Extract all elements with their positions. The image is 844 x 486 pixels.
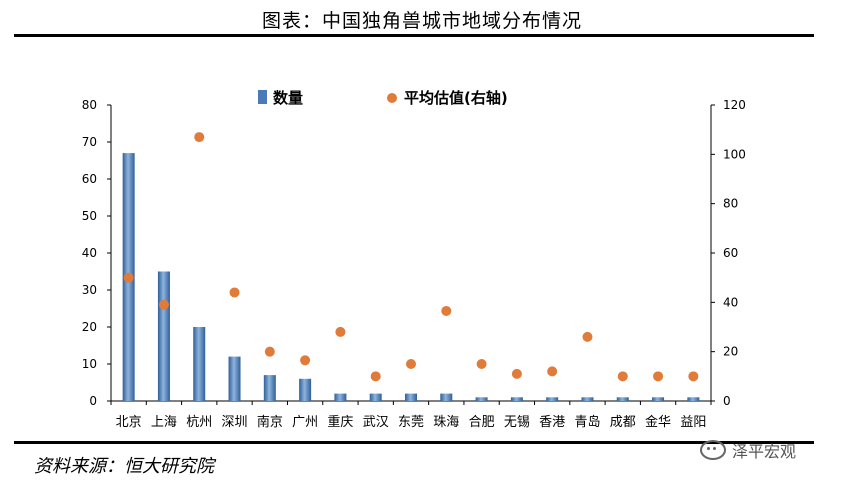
- bar: [157, 271, 170, 401]
- category-label: 广州: [292, 415, 318, 430]
- left-tick-label: 30: [82, 283, 97, 297]
- chart: 0 10 20 30 40 50 60 70 80 0 20 40 60 80 100 120 北京 上海 杭州 深圳…: [82, 89, 746, 430]
- valuation-point: [264, 346, 275, 357]
- left-tick-label: 20: [82, 320, 97, 334]
- left-tick-label: 40: [82, 246, 97, 260]
- valuation-point: [229, 287, 240, 298]
- right-tick-label: 120: [723, 98, 746, 112]
- category-label: 成都: [610, 415, 636, 430]
- bar: [334, 393, 347, 401]
- source-note: 资料来源：恒大研究院: [34, 456, 214, 477]
- category-label: 无锡: [504, 415, 530, 430]
- legend-dot-swatch: [387, 93, 397, 103]
- category-label: 金华: [645, 414, 671, 430]
- bar: [299, 378, 312, 401]
- bar: [193, 327, 206, 401]
- category-label: 合肥: [469, 415, 495, 430]
- watermark-text: 泽平宏观: [732, 442, 797, 461]
- valuation-point: [370, 371, 381, 382]
- valuation-point: [441, 305, 452, 316]
- category-label: 北京: [116, 415, 142, 430]
- valuation-point: [582, 331, 593, 342]
- watermark: 泽平宏观: [700, 438, 796, 462]
- bar: [263, 375, 276, 401]
- left-tick-label: 50: [82, 209, 97, 223]
- category-label: 上海: [151, 415, 177, 430]
- legend-dot-label: 平均估值(右轴): [404, 89, 508, 107]
- left-tick-label: 60: [82, 172, 97, 186]
- left-tick-label: 70: [82, 135, 97, 149]
- bar: [405, 393, 417, 401]
- bar: [652, 397, 665, 401]
- category-label: 重庆: [327, 414, 353, 430]
- wechat-icon: [700, 440, 726, 460]
- bar: [228, 356, 241, 401]
- valuation-point: [476, 359, 487, 369]
- category-label: 杭州: [186, 415, 212, 430]
- right-tick-label: 0: [723, 394, 731, 408]
- left-tick-label: 10: [82, 357, 97, 371]
- valuation-point: [300, 355, 311, 366]
- valuation-point: [617, 371, 628, 382]
- bar: [546, 397, 559, 401]
- right-tick-label: 80: [723, 197, 738, 211]
- chart-title: 图表：中国独角兽城市地域分布情况: [261, 10, 582, 32]
- bar: [616, 397, 629, 401]
- valuation-point: [335, 326, 346, 337]
- legend-bar-label: 数量: [273, 89, 303, 107]
- right-tick-label: 40: [723, 295, 738, 309]
- category-label: 青岛: [574, 414, 600, 430]
- valuation-point: [688, 371, 699, 382]
- category-label: 南京: [257, 414, 283, 430]
- valuation-point: [547, 366, 558, 377]
- bar: [687, 397, 700, 401]
- category-label: 香港: [539, 415, 565, 430]
- category-label: 深圳: [222, 415, 248, 430]
- bar: [581, 397, 594, 401]
- bar: [475, 397, 488, 401]
- right-tick-label: 100: [723, 147, 746, 161]
- valuation-point: [406, 359, 416, 369]
- bar: [510, 397, 523, 401]
- category-label: 东莞: [398, 415, 424, 430]
- category-label: 珠海: [433, 415, 459, 430]
- category-label: 武汉: [363, 415, 389, 430]
- title-rule: [14, 34, 814, 37]
- right-tick-label: 60: [723, 246, 738, 260]
- valuation-point: [653, 371, 664, 382]
- valuation-point: [194, 132, 205, 143]
- left-tick-label: 80: [82, 98, 97, 112]
- right-tick-label: 20: [723, 345, 738, 359]
- valuation-point: [123, 272, 134, 283]
- valuation-point: [158, 299, 169, 310]
- left-tick-label: 0: [89, 394, 97, 408]
- legend: 数量 平均估值(右轴): [258, 89, 508, 107]
- valuation-point: [511, 368, 522, 379]
- bottom-rule: [14, 441, 814, 444]
- axes: 0 10 20 30 40 50 60 70 80 0 20 40 60 80 100 120 北京 上海 杭州 深圳…: [82, 98, 746, 430]
- legend-bar-swatch: [258, 90, 267, 104]
- dots: [123, 132, 699, 382]
- category-label: 益阳: [680, 415, 706, 430]
- bar: [440, 393, 453, 401]
- bar: [369, 393, 382, 401]
